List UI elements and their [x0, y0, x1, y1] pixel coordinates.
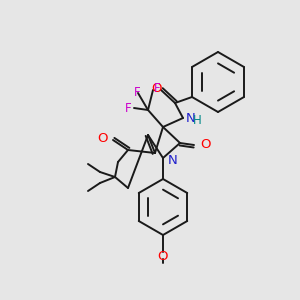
Text: F: F — [154, 82, 160, 95]
Text: O: O — [200, 139, 211, 152]
Text: O: O — [98, 131, 108, 145]
Text: O: O — [158, 250, 168, 262]
Text: F: F — [125, 103, 131, 116]
Text: N: N — [168, 154, 178, 167]
Text: O: O — [151, 82, 161, 95]
Text: N: N — [186, 112, 196, 124]
Text: F: F — [134, 85, 140, 98]
Text: H: H — [193, 113, 202, 127]
